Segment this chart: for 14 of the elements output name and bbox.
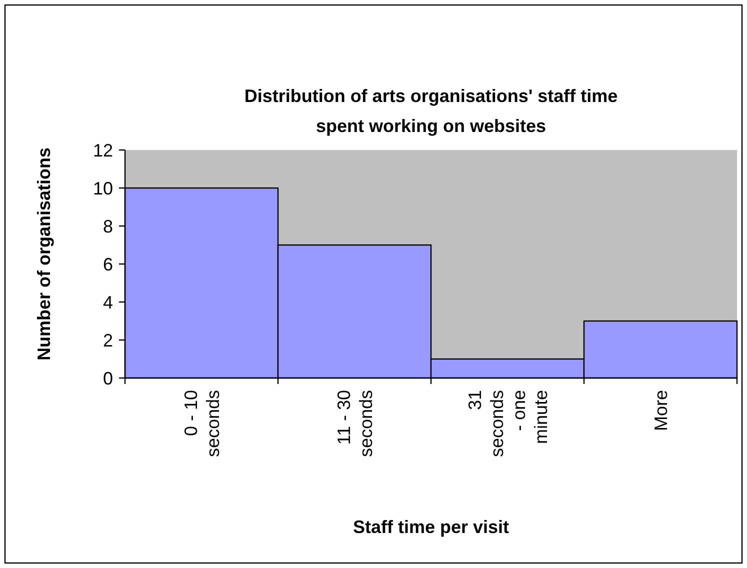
y-tick-label: 8	[102, 216, 113, 236]
y-tick-label: 0	[102, 368, 113, 388]
chart-title: Distribution of arts organisations' staff time spent working on websites	[244, 86, 618, 136]
y-tick-label: 10	[92, 178, 113, 198]
x-axis-title: Staff time per visit	[352, 517, 510, 537]
y-axis-title: Number of organisations	[34, 147, 54, 361]
x-tick-label: More	[650, 390, 671, 432]
y-tick-label: 4	[102, 292, 113, 312]
x-tick-label: 11 - 30 seconds	[334, 390, 376, 458]
y-tick-label: 12	[92, 140, 113, 160]
x-tick-label: 0 - 10 seconds	[180, 390, 223, 458]
y-tick-label: 2	[102, 330, 113, 350]
y-tick-label: 6	[102, 254, 113, 274]
x-tick-label: 31 seconds - one minute	[464, 390, 551, 458]
